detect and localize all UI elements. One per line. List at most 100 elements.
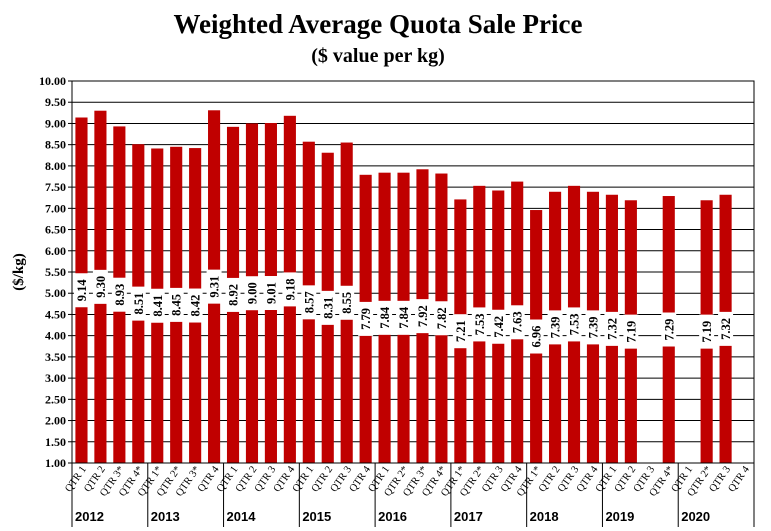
year-label: 2020 bbox=[681, 509, 710, 524]
data-label-bg bbox=[433, 301, 449, 336]
data-label: 9.30 bbox=[94, 276, 108, 298]
data-label: 8.45 bbox=[170, 294, 184, 316]
x-axis-years: 2012 2013 2014 2015 2016 2017 2018 2019 2020 bbox=[71, 463, 755, 527]
data-label: 9.18 bbox=[283, 278, 297, 300]
data-label: 7.53 bbox=[568, 313, 582, 335]
data-label-bg bbox=[301, 285, 317, 320]
data-label: 9.31 bbox=[208, 276, 222, 298]
plot-frame bbox=[71, 80, 755, 464]
data-label-bg bbox=[225, 277, 241, 312]
year-label: 2018 bbox=[530, 509, 559, 524]
data-label-bg bbox=[528, 319, 544, 354]
data-label-bg bbox=[168, 287, 184, 322]
chart-subtitle: ($ value per kg) bbox=[311, 45, 445, 67]
data-label-bg bbox=[623, 314, 639, 349]
data-label-bg bbox=[585, 310, 601, 345]
data-label-bg bbox=[452, 314, 468, 349]
data-label: 7.39 bbox=[586, 316, 600, 338]
y-tick-label: 2.00 bbox=[45, 414, 66, 428]
data-label-bg bbox=[320, 290, 336, 325]
y-tick-label: 1.00 bbox=[45, 456, 66, 470]
data-label: 7.63 bbox=[511, 311, 525, 333]
data-label: 7.92 bbox=[416, 305, 430, 327]
y-tick-label: 4.50 bbox=[45, 307, 66, 321]
data-label-bg bbox=[263, 276, 279, 311]
year-label: 2016 bbox=[378, 509, 407, 524]
data-label: 8.51 bbox=[132, 293, 146, 315]
data-label: 8.55 bbox=[340, 292, 354, 314]
x-category-label: QTR 4 bbox=[726, 464, 752, 495]
data-label-bg bbox=[149, 288, 165, 323]
data-label: 7.39 bbox=[549, 316, 563, 338]
y-tick-label: 5.50 bbox=[45, 265, 66, 279]
data-label-bg bbox=[509, 305, 525, 340]
y-tick-label: 6.50 bbox=[45, 223, 66, 237]
y-tick-label: 3.00 bbox=[45, 371, 66, 385]
y-tick-label: 1.50 bbox=[45, 435, 66, 449]
data-label-bg bbox=[414, 299, 430, 334]
data-labels: 9.14 9.30 8.93 8.51 8.41 8.45 8.42 9.31 8.92 9.00… bbox=[73, 269, 734, 354]
chart-title: Weighted Average Quota Sale Price bbox=[174, 9, 583, 39]
data-label-bg bbox=[661, 312, 677, 347]
y-tick-label: 4.00 bbox=[45, 329, 66, 343]
y-tick-label: 8.50 bbox=[45, 138, 66, 152]
data-label-bg bbox=[111, 277, 127, 312]
data-label: 7.79 bbox=[359, 308, 373, 330]
data-label-bg bbox=[92, 269, 108, 304]
data-label: 9.00 bbox=[245, 282, 259, 304]
y-tick-label: 7.50 bbox=[45, 180, 66, 194]
data-label: 7.42 bbox=[492, 316, 506, 338]
data-label-bg bbox=[73, 273, 89, 308]
data-label-bg bbox=[377, 300, 393, 335]
data-label-bg bbox=[244, 276, 260, 311]
data-label: 7.32 bbox=[605, 318, 619, 340]
gridlines bbox=[72, 80, 754, 464]
bars bbox=[75, 110, 732, 464]
data-label-bg bbox=[358, 301, 374, 336]
year-label: 2014 bbox=[227, 509, 257, 524]
data-label-bg bbox=[396, 300, 412, 335]
data-label: 7.19 bbox=[700, 321, 714, 343]
y-axis-label: ($/kg) bbox=[11, 253, 27, 291]
data-label: 7.84 bbox=[397, 306, 411, 329]
data-label: 7.82 bbox=[435, 307, 449, 329]
data-label-bg bbox=[187, 288, 203, 323]
plot-border bbox=[71, 80, 755, 464]
data-label-bg bbox=[206, 269, 222, 304]
data-label: 8.93 bbox=[113, 284, 127, 306]
data-label: 7.21 bbox=[454, 320, 468, 342]
data-label: 6.96 bbox=[530, 326, 544, 348]
y-tick-label: 6.00 bbox=[45, 244, 66, 258]
year-label: 2017 bbox=[454, 509, 483, 524]
data-label-bg bbox=[604, 311, 620, 346]
y-tick-label: 9.00 bbox=[45, 116, 66, 130]
data-label-bg bbox=[699, 314, 715, 349]
year-label: 2013 bbox=[151, 509, 180, 524]
data-label: 9.14 bbox=[75, 279, 89, 302]
y-tick-label: 8.00 bbox=[45, 159, 66, 173]
data-label: 7.53 bbox=[473, 313, 487, 335]
data-label: 7.29 bbox=[662, 319, 676, 341]
year-label: 2012 bbox=[75, 509, 104, 524]
year-label: 2015 bbox=[302, 509, 331, 524]
data-label: 7.84 bbox=[378, 306, 392, 329]
y-tick-label: 9.50 bbox=[45, 95, 66, 109]
data-label: 8.31 bbox=[321, 297, 335, 319]
data-label-bg bbox=[566, 307, 582, 342]
data-label-bg bbox=[490, 309, 506, 344]
data-label: 7.19 bbox=[624, 321, 638, 343]
data-label-bg bbox=[130, 286, 146, 321]
data-label-bg bbox=[282, 272, 298, 307]
data-label-bg bbox=[547, 310, 563, 345]
y-tick-label: 2.50 bbox=[45, 392, 66, 406]
year-label: 2019 bbox=[605, 509, 634, 524]
y-tick-label: 3.50 bbox=[45, 350, 66, 364]
data-label-bg bbox=[471, 307, 487, 342]
y-tick-label: 5.00 bbox=[45, 286, 66, 300]
y-tick-label: 10.00 bbox=[39, 74, 66, 88]
data-label: 8.41 bbox=[151, 295, 165, 317]
y-axis-ticks: 1.00 1.50 2.00 2.50 3.00 3.50 4.00 4.50 5.00 5.50… bbox=[39, 74, 72, 470]
data-label: 8.42 bbox=[189, 295, 203, 317]
